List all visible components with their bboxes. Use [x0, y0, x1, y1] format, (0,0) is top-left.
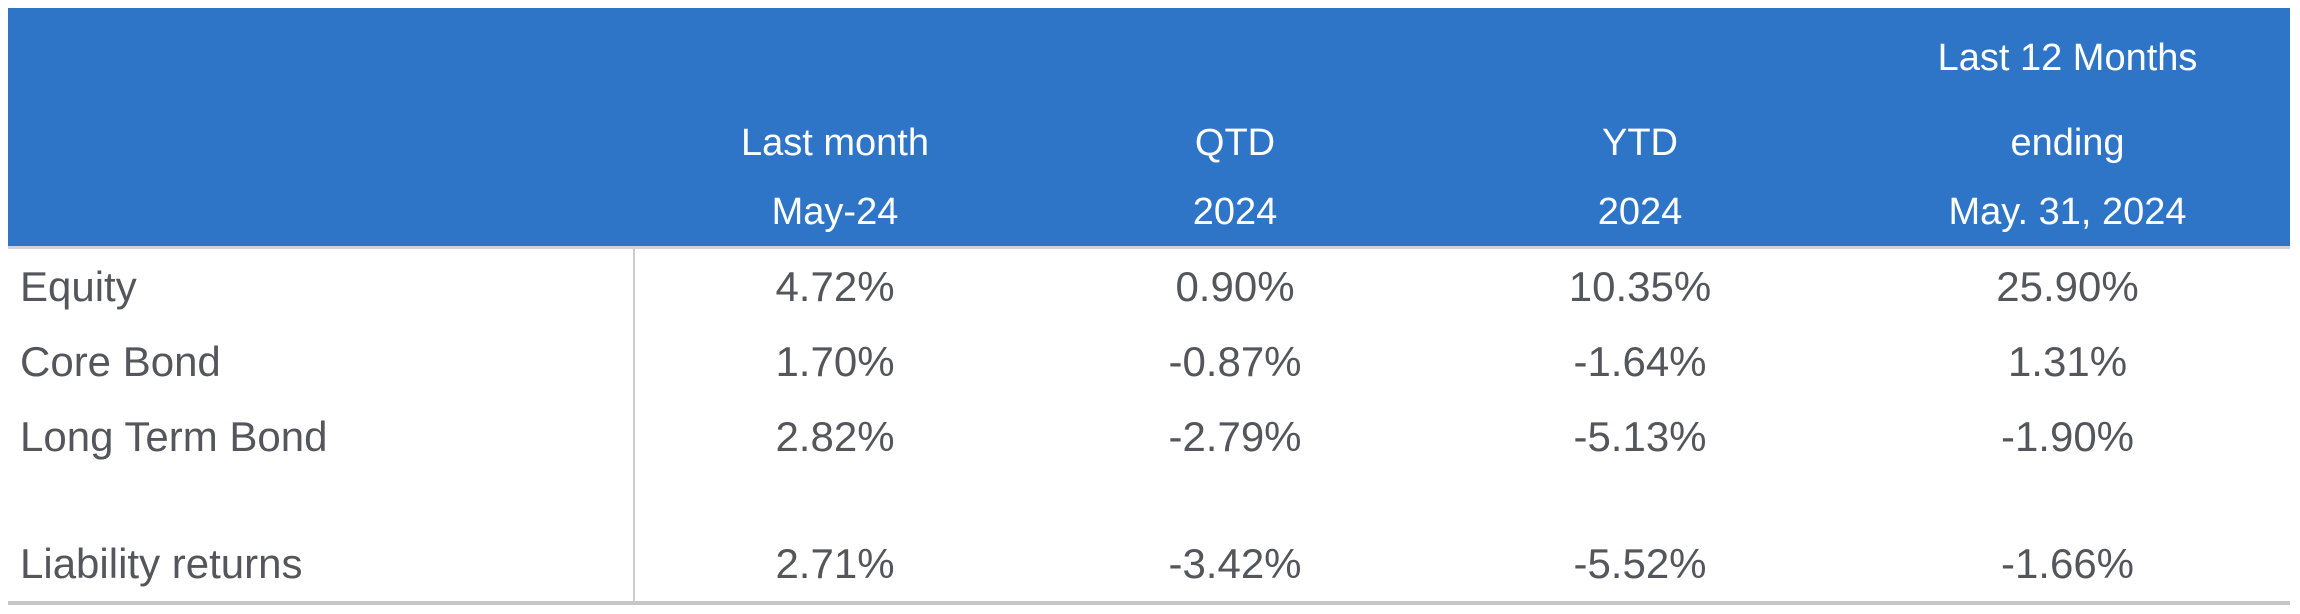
table-row-long-term-bond: Long Term Bond 2.82% -2.79% -5.13% -1.90…: [8, 399, 2290, 474]
core-bond-qtd-value: -0.87%: [1168, 337, 1302, 385]
row-label: Liability returns: [8, 526, 635, 601]
liability-returns-last-12-months-value: -1.66%: [2000, 539, 2135, 587]
long-term-bond-last-12-months-value: -1.90%: [2000, 412, 2135, 460]
liability-returns-qtd-value: -3.42%: [1168, 539, 1302, 587]
table-spacer-row: [8, 474, 2290, 526]
header-cell-ytd: YTD 2024: [1435, 8, 1845, 246]
table-row-core-bond: Core Bond 1.70% -0.87% -1.64% 1.31%: [8, 324, 2290, 399]
row-label-column-header: [8, 178, 635, 246]
long-term-bond-ytd-value: -5.13%: [1573, 412, 1707, 460]
equity-last-12-months-value: 25.90%: [1996, 262, 2139, 310]
table-row-equity: Equity 4.72% 0.90% 10.35% 25.90%: [8, 249, 2290, 324]
asset-returns-table: Last month May-24 QTD 2024 YTD 2024 Last…: [8, 8, 2290, 605]
core-bond-last-month-value: 1.70%: [775, 337, 895, 385]
header-cell-row-labels: [8, 8, 635, 246]
header-cell-qtd: QTD 2024: [1035, 8, 1435, 246]
row-label: Equity: [8, 249, 635, 324]
liability-returns-ytd-value: -5.52%: [1573, 539, 1707, 587]
header-qtd-line3: 2024: [1192, 190, 1278, 233]
long-term-bond-qtd-value: -2.79%: [1168, 412, 1302, 460]
liability-returns-last-month-value: 2.71%: [775, 539, 895, 587]
equity-last-month-value: 4.72%: [775, 262, 895, 310]
equity-qtd-value: 0.90%: [1175, 262, 1295, 310]
header-qtd-line1: [1035, 8, 1435, 108]
header-last-12-months-line1: Last 12 Months: [1937, 36, 2198, 79]
header-last-12-months-line2: ending: [2010, 121, 2125, 164]
header-cell-last-12-months: Last 12 Months ending May. 31, 2024: [1845, 8, 2290, 246]
header-last-12-months-line3: May. 31, 2024: [1948, 190, 2187, 233]
header-qtd-line2: QTD: [1194, 121, 1276, 164]
core-bond-ytd-value: -1.64%: [1573, 337, 1707, 385]
equity-ytd-value: 10.35%: [1568, 262, 1712, 310]
header-ytd-line2: YTD: [1602, 121, 1678, 164]
header-ytd-line1: [1435, 8, 1845, 108]
header-cell-last-month: Last month May-24: [635, 8, 1035, 246]
row-label: Core Bond: [8, 324, 635, 399]
header-last-month-line1: [635, 8, 1035, 108]
header-last-month-line2: Last month: [741, 121, 929, 164]
header-ytd-line3: 2024: [1597, 190, 1683, 233]
core-bond-last-12-months-value: 1.31%: [2007, 337, 2128, 385]
header-last-month-line3: May-24: [771, 190, 899, 233]
table-row-liability-returns: Liability returns 2.71% -3.42% -5.52% -1…: [8, 526, 2290, 601]
row-label: Long Term Bond: [8, 399, 635, 474]
long-term-bond-last-month-value: 2.82%: [775, 412, 895, 460]
table-header-row: Last month May-24 QTD 2024 YTD 2024 Last…: [8, 8, 2290, 249]
